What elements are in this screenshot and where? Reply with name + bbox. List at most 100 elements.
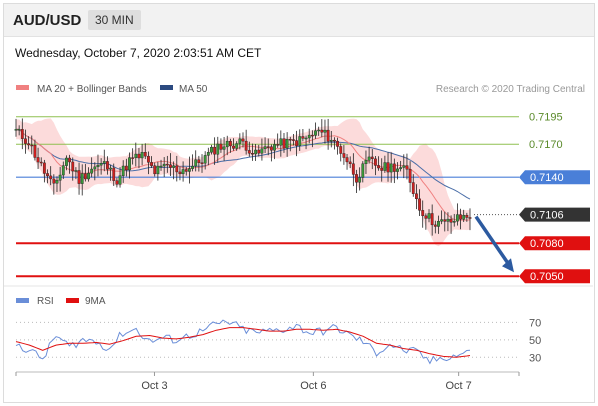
candle — [134, 142, 138, 167]
header-bar: AUD/USD 30 MIN — [4, 4, 594, 37]
candle — [90, 157, 94, 178]
candle — [106, 156, 109, 175]
candle — [137, 147, 141, 169]
candle — [39, 157, 43, 167]
ma50-legend-swatch — [160, 85, 173, 90]
candle — [20, 118, 24, 150]
candle — [153, 162, 157, 177]
candle — [24, 129, 27, 154]
candle — [121, 160, 125, 183]
candle — [140, 143, 144, 166]
candle — [468, 208, 472, 231]
candle — [269, 144, 273, 162]
candle — [452, 213, 456, 227]
candle — [232, 138, 235, 151]
candle — [162, 157, 166, 178]
candle — [159, 159, 163, 171]
candle — [282, 132, 286, 153]
candle — [80, 164, 84, 196]
level-badge-0.7050: 0.7050 — [519, 269, 590, 284]
candle — [14, 118, 18, 137]
candle — [83, 164, 87, 182]
candle — [351, 153, 355, 187]
chart-frame: AUD/USD 30 MIN Wednesday, October 7, 202… — [3, 3, 595, 403]
candle — [93, 162, 97, 181]
candle — [389, 152, 393, 183]
candle — [71, 157, 75, 181]
candle — [459, 208, 462, 230]
candle — [446, 212, 450, 232]
candle — [358, 167, 362, 191]
candle — [377, 156, 380, 171]
x-axis-ticks: Oct 3 Oct 6 Oct 7 — [15, 372, 520, 392]
candle — [326, 118, 330, 150]
copyright-text: Research © 2020 Trading Central — [436, 84, 585, 95]
candle — [77, 162, 81, 195]
candle — [124, 158, 128, 177]
candle — [342, 145, 346, 165]
candle — [292, 133, 295, 146]
candle — [455, 203, 459, 226]
candle — [74, 167, 78, 180]
datetime-label: Wednesday, October 7, 2020 2:03:51 AM CE… — [15, 46, 262, 60]
candle — [383, 155, 387, 173]
candle — [405, 153, 409, 180]
candle — [314, 122, 317, 139]
candle — [172, 161, 176, 180]
candle — [58, 166, 62, 192]
candle — [188, 156, 191, 184]
candle — [42, 159, 46, 183]
candle — [399, 160, 403, 172]
candle — [402, 154, 406, 179]
candle — [46, 169, 49, 184]
candle — [421, 200, 425, 228]
candle — [266, 138, 270, 156]
level-badge-0.7080: 0.7080 — [519, 236, 590, 251]
candle — [87, 167, 90, 182]
candle — [181, 161, 185, 182]
candle — [247, 141, 251, 157]
candle — [191, 154, 194, 172]
candle — [197, 155, 201, 172]
candle — [143, 143, 147, 160]
candle — [194, 150, 198, 172]
candle — [301, 129, 305, 142]
candle — [131, 148, 135, 165]
candle — [115, 177, 119, 188]
candle — [355, 169, 358, 193]
candle — [112, 163, 116, 186]
candle — [336, 137, 339, 155]
candle — [55, 176, 59, 193]
candle — [345, 154, 349, 170]
candle — [370, 149, 374, 170]
candle — [307, 128, 311, 144]
candle — [150, 156, 153, 168]
candle — [206, 147, 210, 166]
candle — [449, 215, 453, 234]
rsi-line — [15, 319, 471, 365]
candle — [276, 133, 280, 148]
candle — [310, 130, 314, 148]
candle — [96, 154, 100, 177]
candle — [235, 141, 239, 151]
candle — [263, 137, 267, 153]
timeframe-badge[interactable]: 30 MIN — [88, 10, 141, 30]
candle — [241, 132, 245, 148]
candle — [440, 210, 444, 225]
ma9-legend-label: 9MA — [85, 296, 106, 307]
rsi-tick-70: 70 — [529, 317, 541, 329]
level-labels: 0.7195 0.7170 0.7140 0.7106 0.7080 0.7050 — [519, 112, 590, 284]
candle — [323, 119, 327, 144]
candle — [17, 125, 21, 136]
candle — [279, 130, 283, 157]
candle — [65, 155, 68, 171]
candle — [260, 138, 264, 161]
candle — [203, 151, 207, 170]
candle — [210, 144, 213, 155]
rsi-legend-label: RSI — [37, 296, 54, 307]
candle — [251, 143, 254, 161]
candle — [462, 209, 466, 223]
candle — [99, 158, 103, 175]
rsi-tick-50: 50 — [529, 335, 541, 347]
